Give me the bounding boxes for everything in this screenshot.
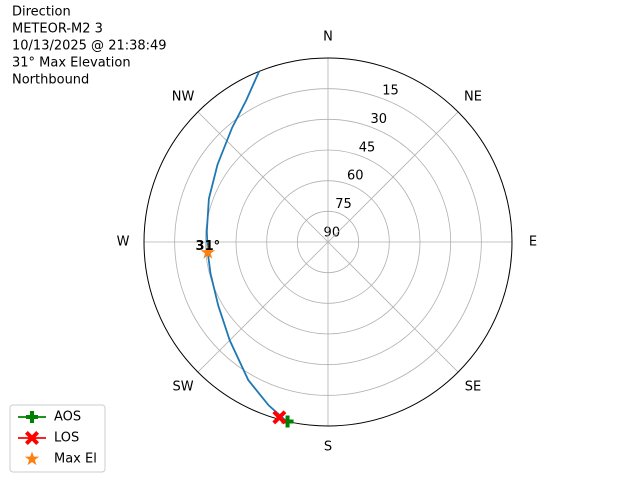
legend-label: Max El [54,452,97,467]
r-tick-label: 30 [370,112,387,127]
legend-marker [24,451,40,466]
polar-frame [143,57,513,427]
direction-label: NW [172,90,195,105]
title-line: 10/13/2025 @ 21:38:49 [12,39,167,54]
title-line: 31° Max Elevation [12,56,131,71]
max-el-label: 31° [196,239,221,254]
title-line: METEOR-M2 3 [12,22,103,37]
marker-x [272,410,287,425]
direction-label: SE [465,379,481,394]
title-line: Direction [12,5,71,20]
r-tick-label: 60 [347,169,364,184]
grid-spoke [327,241,459,373]
grid-spoke [197,241,329,373]
marker-plus [281,415,294,428]
direction-label: N [323,30,333,45]
legend-label: AOS [54,410,81,425]
legend-marker [25,431,39,445]
direction-label: S [324,440,332,455]
direction-label: SW [172,379,193,394]
marker-star [200,245,215,259]
r-tick-label: 45 [359,140,376,155]
grid-spoke [197,111,329,243]
r-tick-label: 75 [335,197,352,212]
legend-marker [26,411,38,423]
legend-label: LOS [54,431,79,446]
direction-label: NE [464,90,482,105]
r-tick-label: 15 [382,84,399,99]
direction-label: E [529,235,537,250]
grid-spoke [327,111,459,243]
direction-label: W [117,235,130,250]
title-line: Northbound [12,73,89,88]
